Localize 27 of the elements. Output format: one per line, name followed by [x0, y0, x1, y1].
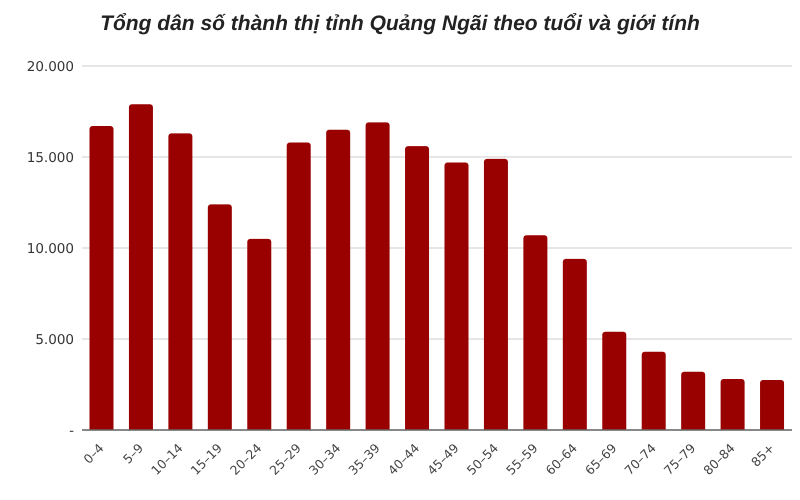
y-tick-label: 20.000	[26, 58, 74, 75]
y-tick-label: -	[69, 422, 74, 439]
y-tick-label: 5.000	[35, 332, 74, 348]
x-tick-label: 85+	[748, 440, 778, 470]
y-tick-label: 15.000	[26, 150, 74, 166]
bar	[208, 204, 232, 430]
bar	[720, 379, 745, 430]
x-tick-label: 5–9	[120, 440, 146, 467]
chart-title: Tổng dân số thành thị tỉnh Quảng Ngãi theo tuổi và giới tính	[99, 12, 701, 36]
bar	[681, 372, 706, 430]
bar	[128, 104, 153, 430]
bar	[405, 146, 430, 430]
bar	[523, 235, 548, 430]
bar	[760, 380, 784, 430]
bar	[366, 122, 390, 430]
bar	[602, 332, 626, 430]
bar	[444, 162, 468, 430]
bar	[326, 130, 350, 430]
bar	[286, 142, 311, 430]
bar	[642, 352, 666, 430]
bar	[168, 133, 192, 430]
bar	[247, 238, 272, 430]
bar	[89, 126, 114, 430]
x-tick-label: 0–4	[80, 440, 107, 467]
y-tick-label: 10.000	[26, 240, 74, 257]
bar	[484, 158, 508, 430]
bar	[562, 258, 587, 430]
